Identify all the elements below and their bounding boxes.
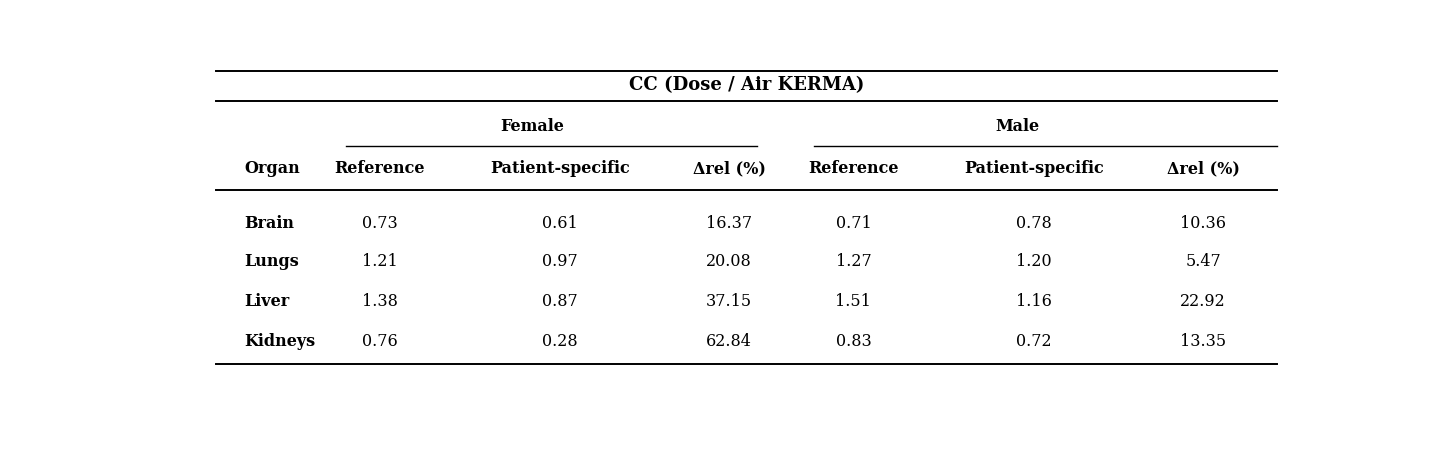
Text: 5.47: 5.47 <box>1185 254 1222 271</box>
Text: Male: Male <box>994 118 1040 135</box>
Text: 0.97: 0.97 <box>542 254 578 271</box>
Text: 1.51: 1.51 <box>836 293 871 310</box>
Text: CC (Dose / Air KERMA): CC (Dose / Air KERMA) <box>629 77 863 95</box>
Text: 1.38: 1.38 <box>361 293 397 310</box>
Text: 0.78: 0.78 <box>1016 215 1051 232</box>
Text: 0.61: 0.61 <box>542 215 578 232</box>
Text: 20.08: 20.08 <box>706 254 753 271</box>
Text: Reference: Reference <box>335 160 425 177</box>
Text: 22.92: 22.92 <box>1181 293 1226 310</box>
Text: 1.21: 1.21 <box>361 254 397 271</box>
Text: Δrel (%): Δrel (%) <box>693 160 766 177</box>
Text: Brain: Brain <box>245 215 294 232</box>
Text: Liver: Liver <box>245 293 290 310</box>
Text: 0.76: 0.76 <box>361 332 397 349</box>
Text: 0.87: 0.87 <box>542 293 578 310</box>
Text: 1.16: 1.16 <box>1016 293 1051 310</box>
Text: Kidneys: Kidneys <box>245 332 314 349</box>
Text: 37.15: 37.15 <box>706 293 753 310</box>
Text: 13.35: 13.35 <box>1181 332 1226 349</box>
Text: 0.83: 0.83 <box>836 332 871 349</box>
Text: 1.20: 1.20 <box>1016 254 1051 271</box>
Text: Δrel (%): Δrel (%) <box>1166 160 1239 177</box>
Text: 10.36: 10.36 <box>1181 215 1226 232</box>
Text: Reference: Reference <box>808 160 898 177</box>
Text: Patient-specific: Patient-specific <box>964 160 1104 177</box>
Text: 1.27: 1.27 <box>836 254 871 271</box>
Text: 0.73: 0.73 <box>361 215 397 232</box>
Text: 16.37: 16.37 <box>706 215 753 232</box>
Text: 0.72: 0.72 <box>1016 332 1051 349</box>
Text: Lungs: Lungs <box>245 254 298 271</box>
Text: 0.71: 0.71 <box>836 215 871 232</box>
Text: Organ: Organ <box>245 160 300 177</box>
Text: Patient-specific: Patient-specific <box>491 160 630 177</box>
Text: 62.84: 62.84 <box>706 332 753 349</box>
Text: Female: Female <box>499 118 563 135</box>
Text: 0.28: 0.28 <box>542 332 578 349</box>
